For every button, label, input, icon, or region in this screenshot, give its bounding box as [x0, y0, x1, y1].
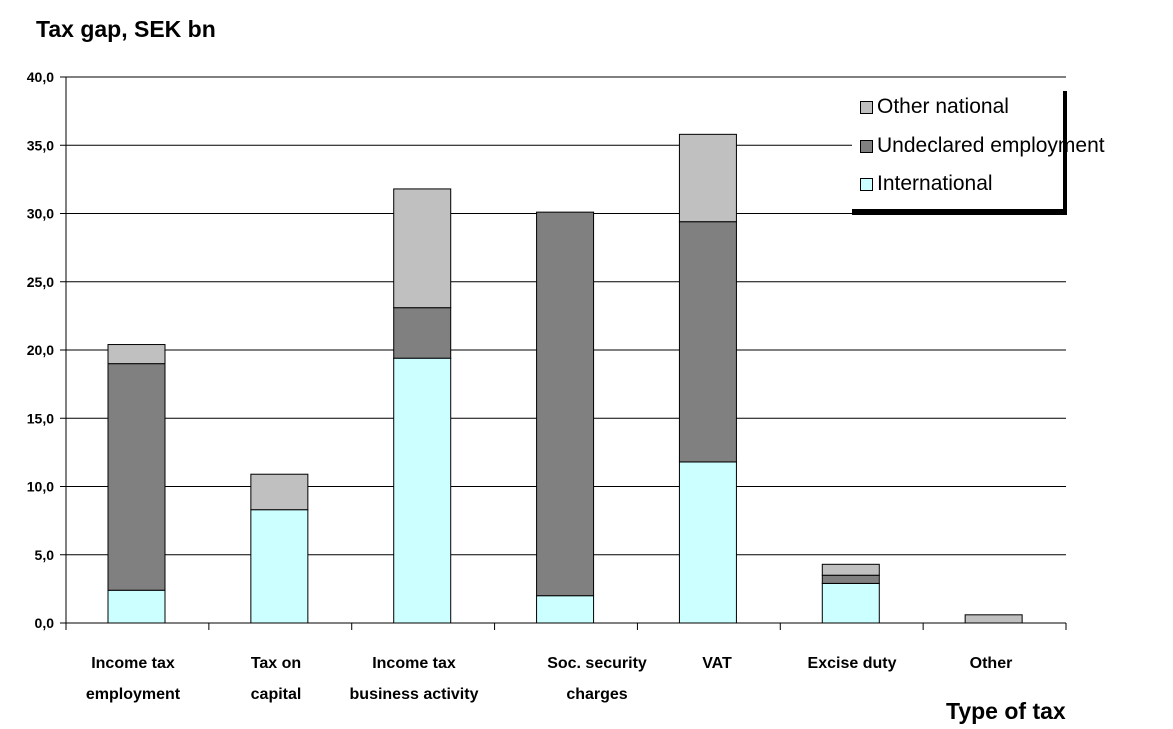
x-axis-title: Type of tax	[946, 698, 1066, 724]
bar-segment-undeclared-employment	[678, 221, 737, 463]
legend-shadow-right	[1063, 91, 1067, 215]
x-category-label: charges	[566, 686, 627, 703]
x-category-label: Soc. security	[547, 655, 647, 672]
bar-segment-undeclared-employment	[821, 574, 880, 584]
legend-label: Other national	[877, 95, 1009, 118]
legend-swatch	[860, 177, 873, 191]
bar-segment-other-national	[964, 614, 1023, 624]
y-axis-title: Tax gap, SEK bn	[36, 16, 216, 42]
y-axis-ticks: 0,0 5,0 10,0 15,0 20,0 25,0 30,0 35,0 40,0	[27, 69, 66, 631]
bar-segment-international	[678, 461, 737, 624]
x-category-label: capital	[251, 686, 302, 703]
y-tick-label: 25,0	[27, 274, 54, 290]
bar-segment-undeclared-employment	[107, 363, 166, 591]
y-tick-label: 15,0	[27, 410, 54, 426]
bar-segment-international	[821, 582, 880, 624]
bar-segment-other-national	[393, 188, 452, 309]
bar-segment-other-national	[821, 563, 880, 576]
legend-shadow-bottom	[852, 209, 1067, 215]
legend-swatch	[860, 100, 873, 114]
axes	[65, 77, 1067, 630]
bar-segment-other-national	[250, 473, 309, 511]
legend-item: Undeclared employment	[860, 134, 1105, 158]
x-category-label: employment	[86, 686, 181, 703]
bar-segment-international	[393, 357, 452, 624]
x-category-label: Tax on	[251, 655, 301, 672]
y-tick-label: 10,0	[27, 479, 54, 495]
legend-item: International	[860, 172, 993, 196]
x-category-label: business activity	[350, 686, 479, 703]
x-category-label: Income tax	[91, 655, 175, 672]
bar-segment-international	[250, 509, 309, 624]
y-tick-label: 0,0	[35, 615, 55, 631]
x-axis-category-labels: Income tax employment Tax on capital Income …	[86, 655, 1012, 703]
bar-segment-international	[536, 595, 595, 624]
legend: Other national Undeclared employment Inter…	[852, 87, 1105, 211]
bar-segment-other-national	[107, 344, 166, 365]
x-category-label: Income tax	[372, 655, 456, 672]
bar-segment-other-national	[678, 133, 737, 223]
legend-item: Other national	[860, 95, 1009, 119]
bars	[107, 133, 1023, 624]
x-category-label: Excise duty	[808, 655, 897, 672]
x-category-label: VAT	[702, 655, 732, 672]
y-tick-label: 5,0	[35, 547, 55, 563]
y-tick-label: 35,0	[27, 137, 54, 153]
y-tick-label: 30,0	[27, 206, 54, 222]
y-tick-label: 40,0	[27, 69, 54, 85]
legend-swatch	[860, 139, 873, 153]
bar-segment-international	[107, 589, 166, 624]
legend-label: Undeclared employment	[877, 134, 1105, 157]
x-category-label: Other	[970, 655, 1013, 672]
bar-segment-undeclared-employment	[393, 307, 452, 359]
legend-label: International	[877, 172, 993, 195]
y-tick-label: 20,0	[27, 342, 54, 358]
bar-segment-undeclared-employment	[536, 211, 595, 597]
